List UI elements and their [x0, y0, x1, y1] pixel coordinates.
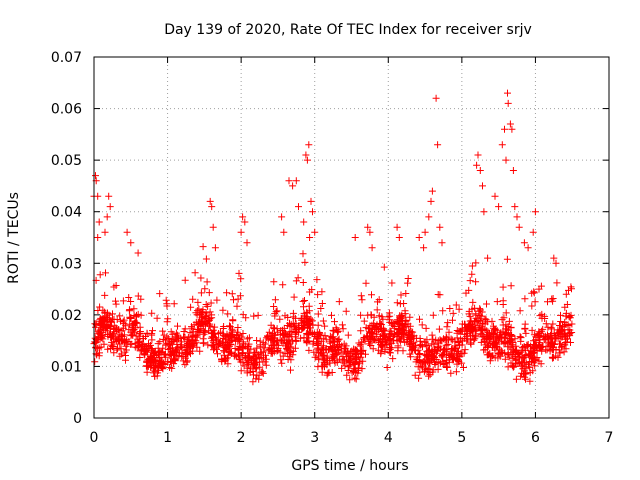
y-tick-label: 0.03 [51, 256, 82, 272]
y-tick-label: 0.06 [51, 102, 82, 118]
x-tick-label: 3 [310, 430, 319, 446]
x-tick-label: 2 [237, 430, 246, 446]
x-axis-label: GPS time / hours [291, 458, 408, 474]
x-tick-label: 7 [605, 430, 614, 446]
y-axis-label: ROTI / TECUs [6, 192, 22, 284]
y-tick-label: 0.07 [51, 50, 82, 66]
data-points [90, 89, 576, 386]
y-tick-label: 0.04 [51, 205, 82, 221]
y-tick-label: 0.01 [51, 359, 82, 375]
grid-lines [94, 57, 609, 418]
y-tick-label: 0.05 [51, 153, 82, 169]
chart-title: Day 139 of 2020, Rate Of TEC Index for r… [164, 22, 532, 38]
roti-markers [90, 89, 576, 386]
x-tick-label: 5 [457, 430, 466, 446]
x-tick-label: 1 [163, 430, 172, 446]
y-tick-label: 0 [73, 411, 82, 427]
axis-ticks: 0 1 2 3 4 5 6 7 0 0.01 0.02 0.03 0.04 0.05 0.06 0.07 [51, 50, 614, 446]
x-tick-label: 6 [531, 430, 540, 446]
y-tick-label: 0.02 [51, 308, 82, 324]
x-tick-label: 0 [90, 430, 99, 446]
x-tick-label: 4 [384, 430, 393, 446]
plot-frame [93, 56, 610, 419]
